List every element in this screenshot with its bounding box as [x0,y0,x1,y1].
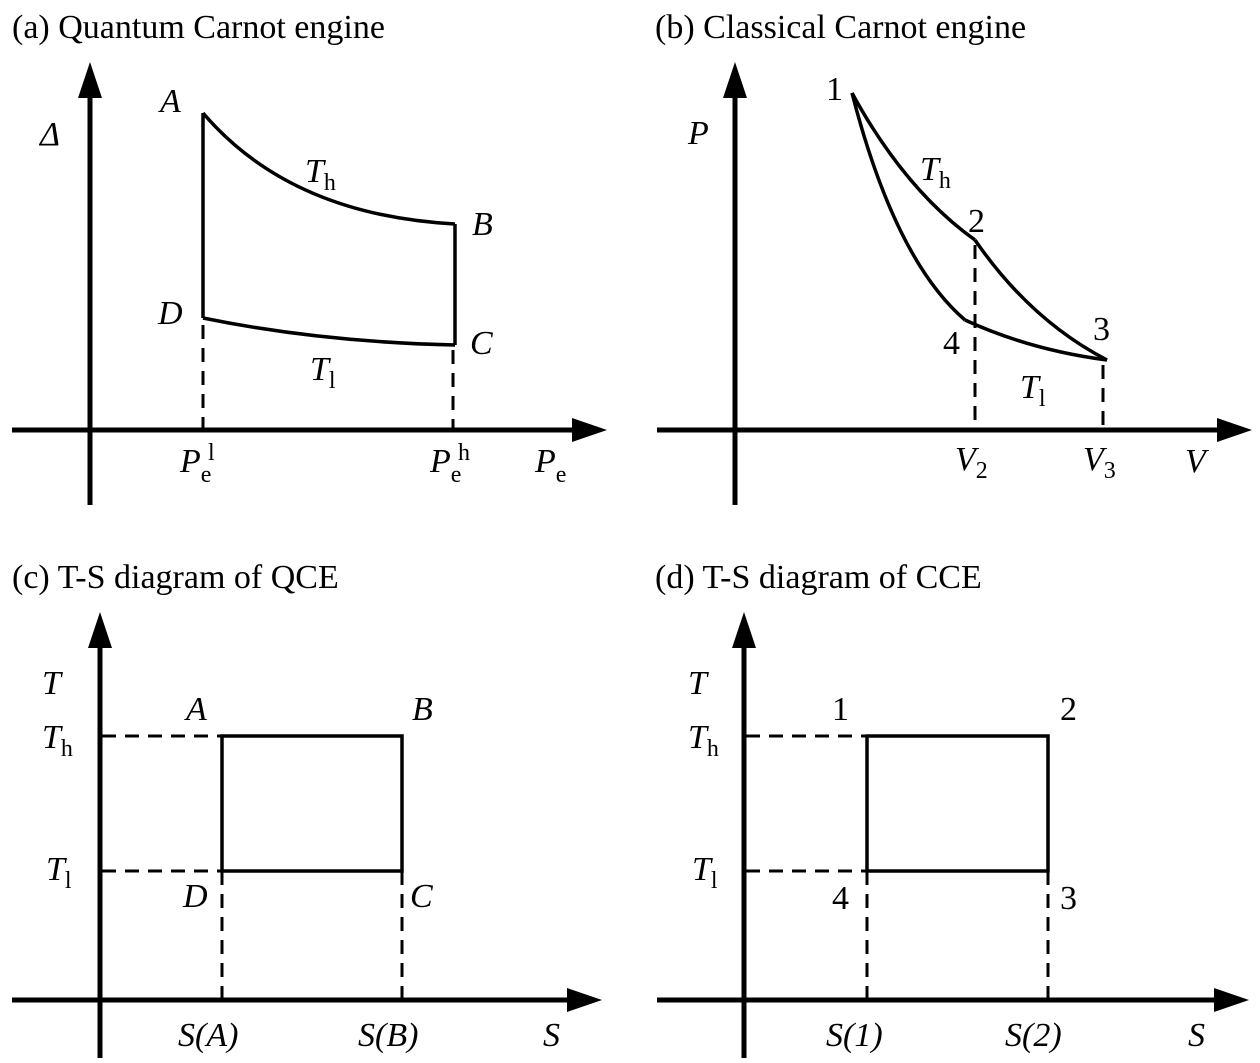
label-base: P [179,443,201,480]
arrow [88,612,112,648]
arrow [1217,418,1252,442]
curve-label: Th [920,151,951,194]
label-base: T [310,351,331,388]
x-tick-label: S(1) [826,1017,883,1054]
x-tick-sup: h [458,440,470,466]
y-label: Δ [38,116,60,153]
y-tick-label: Th [42,719,73,762]
label-sub: l [711,868,718,894]
x-tick-label: Pe [179,443,211,488]
panel-title: (a) Quantum Carnot engine [12,9,385,46]
label-sub: h [939,168,951,194]
label-sub: h [707,736,719,762]
y-tick-label: Th [688,719,719,762]
curve-label: Th [305,153,336,196]
adiabat [973,239,1108,362]
label-sub: e [451,462,462,488]
curve-label: Tl [1020,369,1046,412]
label-base: T [1020,369,1041,406]
y-label: P [687,115,709,152]
label-base: T [692,851,713,888]
arrow [78,62,102,98]
y-label: T [42,665,63,702]
point-label: A [184,691,207,728]
arrow [1214,988,1249,1012]
label-sub: l [65,868,72,894]
x-label: V [1185,443,1210,480]
label-base: T [688,719,709,756]
isotherm-cold [964,318,1108,362]
point-label: C [410,878,433,915]
x-tick-label: S(2) [1005,1017,1062,1054]
point-label: B [412,691,433,728]
point-label: 1 [832,691,849,728]
arrow [572,418,607,442]
panel-title: (d) T-S diagram of CCE [655,559,982,596]
y-tick-label: Tl [692,851,718,894]
arrow [723,62,747,98]
x-tick-label: V3 [1083,441,1116,484]
isotherm-cold [202,316,456,347]
isotherm-hot [201,111,456,226]
label-sub: 2 [976,458,988,484]
label-base: T [305,153,326,190]
arrow [732,612,756,648]
label-sub: e [556,462,567,488]
arrow [567,988,602,1012]
panel-title: (c) T-S diagram of QCE [12,559,339,596]
point-label: 1 [826,71,843,108]
curve-label: Tl [310,351,336,394]
panel-title: (b) Classical Carnot engine [655,9,1026,46]
point-label: D [182,878,208,915]
point-label: C [470,325,493,362]
label-base: P [429,443,451,480]
x-label: Pe [534,443,566,488]
cycle [220,734,404,873]
label-base: T [920,151,941,188]
label-sub: l [329,368,336,394]
point-label: 2 [968,203,985,240]
isotherm-hot [850,92,977,242]
label-base: T [46,851,67,888]
adiabat [850,92,967,322]
label-sub: h [324,170,336,196]
point-label: A [158,83,181,120]
point-label: 3 [1093,311,1110,348]
x-label: S [543,1017,560,1054]
point-label: B [472,206,493,243]
cycle [865,734,1050,873]
x-tick-label: S(A) [178,1017,238,1054]
x-tick-label: S(B) [358,1017,418,1054]
x-tick-label: V2 [955,441,988,484]
label-sub: l [1039,386,1046,412]
label-sub: h [61,736,73,762]
x-label: S [1188,1017,1205,1054]
label-base: T [42,719,63,756]
point-label: 4 [943,325,960,362]
label-base: P [534,443,556,480]
point-label: D [157,295,183,332]
point-label: 4 [832,880,849,917]
label-sub: 3 [1104,458,1116,484]
point-label: 3 [1060,880,1077,917]
x-tick-sup: l [208,440,215,466]
label-sub: e [201,462,212,488]
x-tick-label: Pe [429,443,461,488]
point-label: 2 [1060,691,1077,728]
y-label: T [688,665,709,702]
y-tick-label: Tl [46,851,72,894]
